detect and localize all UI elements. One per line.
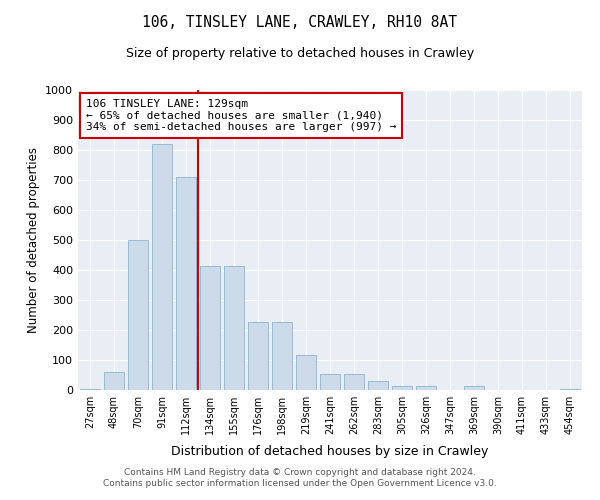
Bar bbox=[368, 381, 388, 390]
Bar bbox=[80, 388, 100, 390]
Bar bbox=[392, 386, 412, 390]
Bar bbox=[416, 386, 436, 390]
Bar bbox=[344, 374, 364, 390]
Text: Size of property relative to detached houses in Crawley: Size of property relative to detached ho… bbox=[126, 48, 474, 60]
Bar bbox=[560, 388, 580, 390]
Bar bbox=[176, 177, 196, 390]
Bar bbox=[128, 240, 148, 390]
Bar bbox=[248, 322, 268, 390]
Text: 106, TINSLEY LANE, CRAWLEY, RH10 8AT: 106, TINSLEY LANE, CRAWLEY, RH10 8AT bbox=[143, 15, 458, 30]
Text: 106 TINSLEY LANE: 129sqm
← 65% of detached houses are smaller (1,940)
34% of sem: 106 TINSLEY LANE: 129sqm ← 65% of detach… bbox=[86, 99, 396, 132]
Bar bbox=[320, 374, 340, 390]
Text: Contains HM Land Registry data © Crown copyright and database right 2024.
Contai: Contains HM Land Registry data © Crown c… bbox=[103, 468, 497, 487]
Bar bbox=[296, 355, 316, 390]
Bar bbox=[272, 322, 292, 390]
Bar bbox=[152, 144, 172, 390]
X-axis label: Distribution of detached houses by size in Crawley: Distribution of detached houses by size … bbox=[172, 446, 488, 458]
Bar bbox=[224, 266, 244, 390]
Y-axis label: Number of detached properties: Number of detached properties bbox=[26, 147, 40, 333]
Bar bbox=[104, 372, 124, 390]
Bar bbox=[464, 386, 484, 390]
Bar bbox=[200, 266, 220, 390]
